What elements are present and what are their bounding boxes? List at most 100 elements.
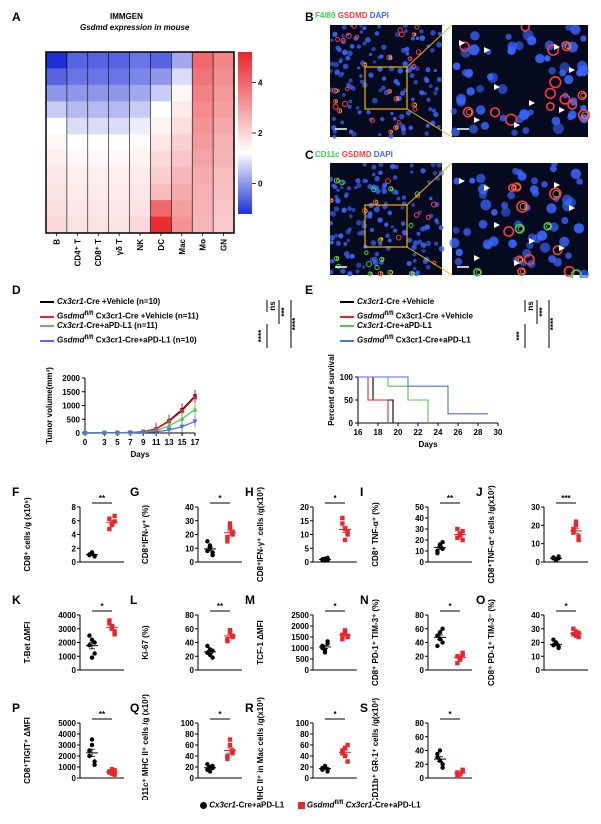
heatmap-cell: [129, 167, 151, 184]
y-tick-label: 60: [300, 741, 309, 750]
stained-cell: [396, 120, 401, 125]
panel-letter: L: [130, 593, 137, 607]
nucleus: [381, 44, 387, 50]
nucleus: [433, 111, 439, 118]
nucleus: [480, 121, 489, 130]
stained-cell: [374, 264, 380, 271]
scatter-panel-m: M 0 500 1000 1500 2000 2500 TCF-1 ΔMFI *: [245, 593, 357, 675]
nucleus: [430, 30, 436, 36]
panel-c-micrographs: [330, 163, 590, 278]
data-point: [440, 762, 445, 767]
heatmap-cell: [213, 150, 235, 168]
nucleus: [335, 240, 341, 246]
arrowhead-marker: [569, 205, 575, 211]
nucleus: [348, 129, 354, 135]
nucleus: [411, 244, 417, 251]
nucleus: [355, 106, 360, 110]
heatmap-cell: [192, 183, 214, 201]
nucleus: [497, 84, 508, 95]
data-point: [89, 550, 95, 555]
y-tick-label: 1500: [291, 633, 309, 642]
data-point: [89, 637, 95, 642]
data-point: [440, 765, 445, 770]
y-tick-label: 0: [76, 429, 81, 438]
y-tick-label: 50: [344, 396, 353, 405]
heatmap-cell: [87, 84, 109, 102]
y-tick-label: 100: [181, 719, 195, 728]
nucleus: [333, 62, 339, 68]
stat-label: ns: [268, 301, 277, 311]
nucleus: [424, 131, 430, 136]
panel-d-legend-text: -Cre+aPD-L1 (n=11): [83, 321, 158, 330]
arrowhead-marker: [554, 182, 560, 188]
nucleus: [535, 53, 545, 64]
data-point: [573, 523, 579, 528]
nucleus: [364, 179, 369, 183]
panel-letter-e: E: [305, 283, 314, 297]
legend-ko-sup: fl/fl: [334, 800, 344, 806]
nucleus: [360, 229, 366, 236]
panel-a: IMMGEN Gsdmd expression in mouse 4 2 0 B CD…: [0, 0, 300, 285]
nucleus: [570, 25, 581, 35]
heatmap-cell: [87, 167, 109, 184]
y-tick-label: 80: [415, 719, 424, 728]
nucleus: [347, 50, 353, 56]
arrowhead-marker: [559, 107, 565, 113]
heatmap-cell: [213, 52, 235, 69]
panel-letter-c: C: [305, 148, 314, 162]
panel-e-legend-swatch: [340, 315, 354, 318]
nucleus: [380, 117, 385, 122]
heatmap-cell: [108, 101, 130, 119]
nucleus: [433, 241, 439, 246]
heatmap-cell: [171, 216, 193, 234]
nucleus: [517, 171, 527, 181]
stained-cell: [459, 41, 470, 52]
scatter-panel-s: S 0 20 40 60 80 CD11b⁺ GR-1⁺ cells /g(x10³) *: [360, 697, 472, 800]
heatmap-column-label: DC: [157, 239, 166, 251]
y-axis-label: Ki-67 (%): [141, 625, 150, 660]
stained-cell: [512, 182, 522, 192]
nucleus: [347, 227, 352, 232]
panel-d-legend-swatch: [40, 324, 54, 327]
panel-d-legend-row: Gsdmdfl/fl Cx3cr1-Cre+aPD-L1 (n=10): [40, 332, 300, 345]
panel-d-legend-swatch: [40, 315, 54, 318]
heatmap-cell: [46, 134, 68, 152]
nucleus: [372, 256, 378, 263]
nucleus: [436, 41, 442, 48]
colocalized-signal: [552, 190, 560, 198]
y-axis-label: CD8⁺ PD-1⁺ TIM-3⁻ (%): [487, 599, 496, 686]
nucleus: [553, 257, 562, 267]
legend-ko-italic2: Cx3cr1: [343, 800, 373, 810]
nucleus: [425, 123, 430, 128]
nucleus: [433, 91, 438, 96]
heatmap-cell: [192, 134, 214, 152]
y-tick-label: 20: [415, 536, 424, 545]
nucleus: [422, 258, 428, 265]
data-point: [207, 769, 213, 774]
y-tick-label: 1000: [58, 652, 76, 661]
nucleus: [488, 236, 499, 247]
y-tick-label: 40: [185, 639, 194, 648]
panel-e-legend-text: Cx3cr1-Cre +Vehicle: [393, 311, 473, 321]
data-point: [576, 537, 581, 543]
nucleus: [430, 48, 435, 53]
y-tick-label: 2000: [58, 639, 76, 648]
stained-cell: [561, 40, 572, 52]
data-point: [87, 633, 92, 638]
stained-cell: [385, 178, 391, 184]
colocalized-signal: [413, 33, 417, 36]
stained-cell: [462, 106, 474, 118]
panel-e-legend-sup: fl/fl: [384, 335, 394, 341]
data-point: [225, 756, 230, 761]
significance-label: *: [448, 710, 452, 719]
heatmap-cell: [192, 150, 214, 168]
nucleus: [374, 31, 380, 36]
panel-e-legend-row: Cx3cr1-Cre +Vehicle: [340, 296, 580, 308]
data-point: [179, 424, 185, 430]
heatmap-cell: [87, 183, 109, 201]
colocalized-signal: [395, 96, 400, 101]
nucleus: [541, 181, 548, 188]
colocalized-signal: [466, 109, 473, 116]
colocalized-signal: [363, 208, 368, 213]
stained-cell: [414, 191, 421, 197]
